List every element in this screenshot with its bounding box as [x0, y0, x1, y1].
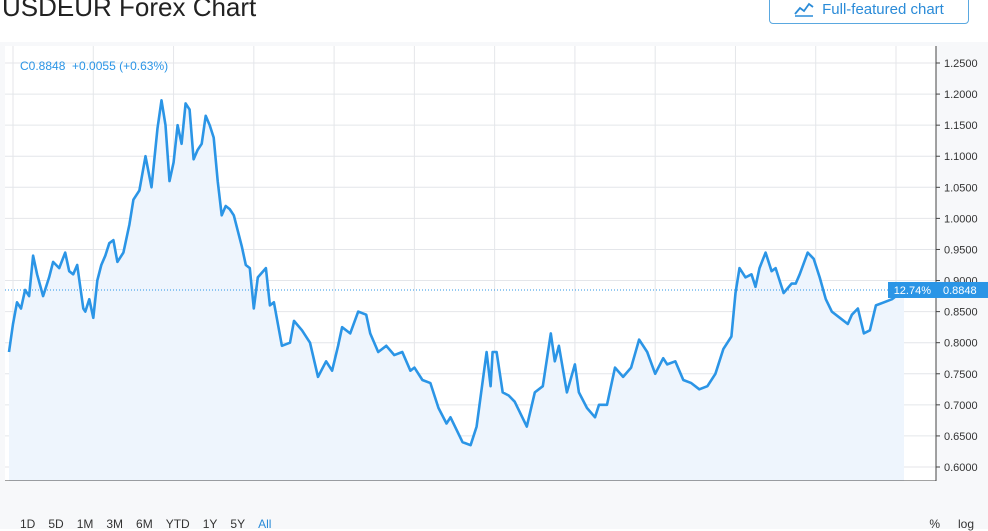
y-tick-label: 0.7000 [944, 400, 978, 412]
quote-legend: C0.8848 +0.0055 (+0.63%) [20, 59, 168, 73]
y-tick-label: 0.9500 [944, 244, 978, 256]
price-tag-percent: 12.74% [894, 285, 932, 297]
timeframe-3m[interactable]: 3M [106, 517, 124, 531]
timeframe-5d[interactable]: 5D [48, 517, 64, 531]
page-title: USDEUR Forex Chart [2, 0, 257, 22]
y-tick-label: 1.2500 [944, 58, 978, 70]
area-fill [9, 100, 904, 481]
y-tick-label: 1.1500 [944, 120, 978, 132]
y-tick-label: 1.0500 [944, 182, 978, 194]
timeframe-1y[interactable]: 1Y [202, 517, 218, 531]
chart-area[interactable]: 1.2500 1.2000 1.1500 1.1000 1.0500 1.0000 0.95… [5, 46, 988, 481]
full-featured-chart-button[interactable]: Full-featured chart [769, 0, 969, 24]
price-tag: 12.74% 0.8848 [888, 281, 988, 298]
y-tick-label: 1.0000 [944, 213, 978, 225]
full-featured-chart-label: Full-featured chart [822, 0, 944, 18]
y-tick-label: 1.1000 [944, 151, 978, 163]
y-axis-ticks: 1.2500 1.2000 1.1500 1.1000 1.0500 1.0000 0.95… [936, 58, 978, 474]
axes [5, 46, 937, 481]
price-tag-background [888, 281, 988, 298]
scale-log[interactable]: log [957, 517, 974, 531]
chart-line-icon [794, 2, 814, 17]
price-chart[interactable]: 1.2500 1.2000 1.1500 1.1000 1.0500 1.0000 0.95… [5, 46, 988, 481]
y-tick-label: 0.7500 [944, 369, 978, 381]
y-tick-label: 0.8500 [944, 307, 978, 319]
timeframe-5y[interactable]: 5Y [230, 517, 246, 531]
price-line [7, 99, 906, 447]
scale-percent[interactable]: % [929, 517, 940, 531]
scale-options: % log [929, 517, 974, 531]
timeframe-selector: 1D 5D 1M 3M 6M YTD 1Y 5Y All [20, 517, 271, 531]
timeframe-6m[interactable]: 6M [136, 517, 153, 531]
y-tick-label: 0.6500 [944, 431, 978, 443]
price-tag-value: 0.8848 [943, 285, 977, 297]
timeframe-1m[interactable]: 1M [76, 517, 94, 531]
timeframe-ytd[interactable]: YTD [165, 517, 190, 531]
timeframe-all[interactable]: All [258, 517, 272, 531]
timeframe-1d[interactable]: 1D [20, 517, 36, 531]
y-tick-label: 0.6000 [944, 462, 978, 474]
y-tick-label: 1.2000 [944, 89, 978, 101]
y-tick-label: 0.8000 [944, 338, 978, 350]
